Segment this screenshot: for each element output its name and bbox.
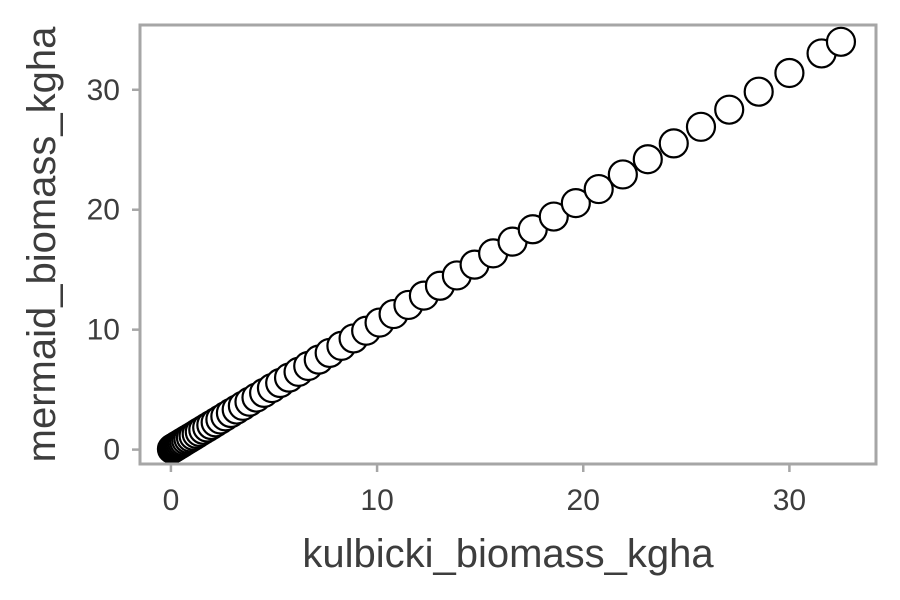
data-point — [685, 111, 717, 142]
y-axis-ticks: 0 10 20 30 — [87, 74, 140, 467]
data-point — [714, 94, 745, 125]
data-point — [743, 76, 774, 107]
plot-frame — [138, 23, 878, 466]
data-point — [583, 173, 614, 205]
y-tick-label: 20 — [87, 194, 120, 227]
y-tick-label: 0 — [103, 434, 120, 467]
data-point — [560, 188, 591, 219]
y-axis-label: mermaid_biomass_kgha — [20, 26, 64, 463]
data-point — [825, 26, 857, 57]
y-tick-label: 10 — [87, 314, 120, 347]
data-point — [538, 201, 569, 232]
x-axis-ticks: 0 10 20 30 — [163, 464, 806, 517]
x-tick-label: 30 — [773, 484, 806, 517]
data-point — [658, 128, 689, 159]
x-axis-label: kulbicki_biomass_kgha — [302, 532, 714, 576]
data-points — [156, 26, 857, 465]
x-tick-label: 0 — [163, 484, 180, 517]
data-point — [774, 57, 805, 89]
x-tick-label: 20 — [567, 484, 600, 517]
data-point — [632, 144, 663, 175]
data-point — [607, 159, 638, 190]
y-tick-label: 30 — [87, 74, 120, 107]
x-tick-label: 10 — [360, 484, 393, 517]
